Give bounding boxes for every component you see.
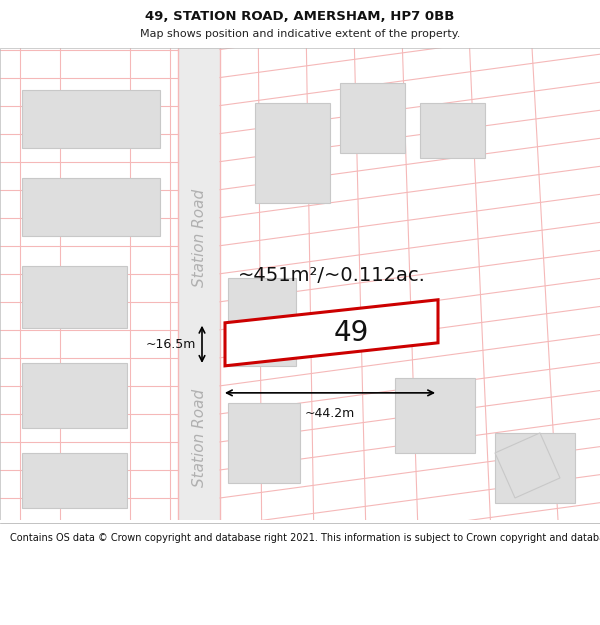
Polygon shape	[495, 433, 560, 498]
Bar	[178, 48, 220, 520]
Text: ~44.2m: ~44.2m	[305, 407, 355, 420]
Text: Map shows position and indicative extent of the property.: Map shows position and indicative extent…	[140, 29, 460, 39]
Bar	[22, 453, 127, 508]
Bar	[22, 89, 160, 148]
Polygon shape	[225, 300, 438, 366]
Text: 49: 49	[334, 319, 369, 347]
Bar	[228, 403, 300, 483]
Bar	[495, 433, 575, 503]
Bar	[22, 363, 127, 428]
Bar	[255, 102, 330, 202]
Text: Contains OS data © Crown copyright and database right 2021. This information is : Contains OS data © Crown copyright and d…	[10, 532, 600, 542]
Bar	[22, 177, 160, 236]
Text: ~451m²/~0.112ac.: ~451m²/~0.112ac.	[238, 266, 426, 285]
Text: ~16.5m: ~16.5m	[146, 338, 196, 351]
Bar	[228, 278, 296, 366]
Text: Station Road: Station Road	[191, 389, 206, 487]
Bar	[420, 102, 485, 158]
Text: Station Road: Station Road	[191, 189, 206, 287]
Text: 49, STATION ROAD, AMERSHAM, HP7 0BB: 49, STATION ROAD, AMERSHAM, HP7 0BB	[145, 11, 455, 24]
Bar	[22, 266, 127, 328]
Bar	[395, 378, 475, 453]
Bar	[340, 82, 405, 152]
